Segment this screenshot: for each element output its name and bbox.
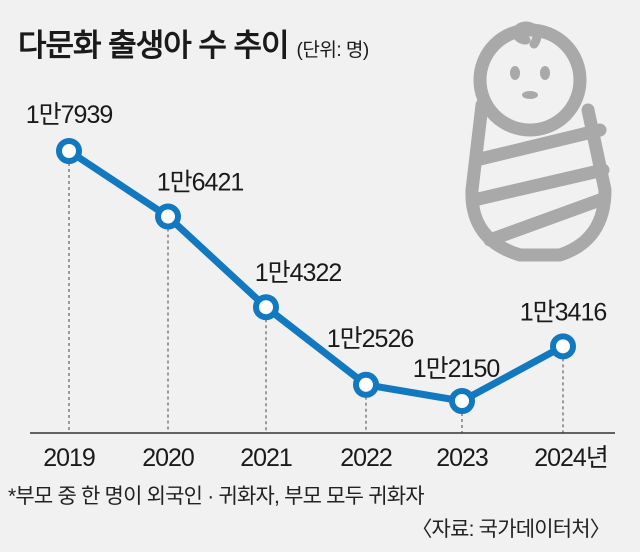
x-tick-label: 2024년 <box>534 444 608 472</box>
data-point <box>449 388 475 414</box>
data-point <box>56 138 82 164</box>
data-point <box>353 371 379 398</box>
x-tick-label: 2023 <box>436 444 488 472</box>
source: 〈자료: 국가데이터처〉 <box>411 518 610 541</box>
x-tick-label: 2019 <box>43 444 95 472</box>
unit-label: (단위: 명) <box>296 40 370 61</box>
baby-face <box>510 66 550 99</box>
series-line <box>67 148 565 405</box>
x-tick-label: 2020 <box>142 444 194 472</box>
data-point <box>253 294 279 321</box>
footnote: *부모 중 한 명이 외국인 · 귀화자, 부모 모두 귀화자 <box>8 485 425 508</box>
title-text: 다문화 출생아 수 추이 <box>18 28 290 63</box>
chart-title: 다문화 출생아 수 추이 (단위: 명) <box>18 20 369 65</box>
swaddled-baby-icon <box>465 21 612 262</box>
data-label: 1만4322 <box>255 259 342 287</box>
x-tick-label: 2021 <box>240 444 292 472</box>
data-point <box>155 203 181 230</box>
data-point <box>550 333 576 360</box>
data-label: 1만7939 <box>26 101 113 129</box>
x-tick-label: 2022 <box>340 444 392 472</box>
data-label: 1만2150 <box>413 355 500 383</box>
data-label: 1만6421 <box>157 169 244 197</box>
data-label: 1만2526 <box>327 325 414 353</box>
data-label: 1만3416 <box>520 298 607 326</box>
